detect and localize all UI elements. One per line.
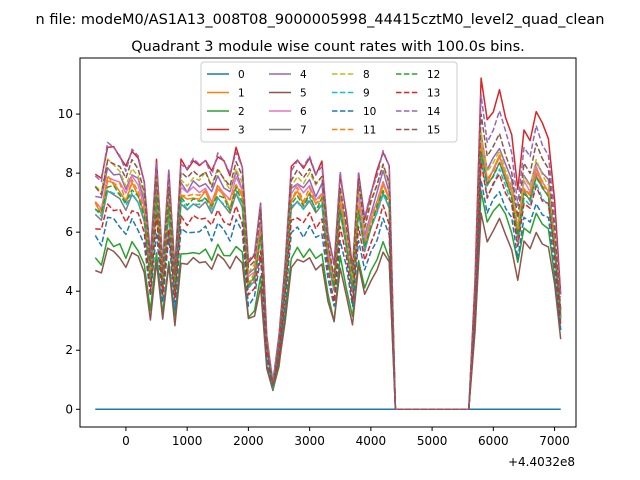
- legend-label: 6: [300, 106, 307, 118]
- legend-label: 7: [300, 125, 307, 137]
- legend-label: 11: [363, 125, 376, 137]
- legend-label: 3: [238, 125, 245, 137]
- x-tick-label: 2000: [233, 434, 264, 448]
- series-line-14: [94, 94, 562, 411]
- series-line-2: [94, 190, 562, 411]
- legend-label: 2: [238, 106, 245, 118]
- y-tick-label: 2: [65, 343, 73, 357]
- series-line-8: [94, 131, 562, 411]
- series-line-10: [94, 179, 562, 411]
- y-tick-label: 10: [58, 107, 73, 121]
- y-tick-label: 4: [65, 284, 73, 298]
- x-offset-label: +4.4032e8: [508, 455, 575, 469]
- x-tick-label: 5000: [417, 434, 448, 448]
- legend-label: 8: [363, 69, 370, 81]
- plot-frame: [79, 57, 577, 428]
- legend-label: 1: [238, 88, 245, 100]
- x-tick-label: 4000: [356, 434, 387, 448]
- x-tick-label: 6000: [478, 434, 509, 448]
- figure-suptitle: n file: modeM0/AS1A13_008T08_9000005998_…: [36, 12, 605, 28]
- series-line-15: [94, 113, 562, 411]
- y-axis: 0 2 4 6 8 10: [58, 107, 80, 416]
- x-tick-label: 7000: [539, 434, 570, 448]
- legend-label: 13: [427, 88, 440, 100]
- x-tick-label: 1000: [172, 434, 203, 448]
- x-axis: 0 1000 2000 3000 4000 5000 6000 7000: [122, 427, 570, 448]
- legend-label: 0: [238, 69, 245, 81]
- chart-title: Quadrant 3 module wise count rates with …: [131, 39, 525, 55]
- legend-label: 4: [300, 69, 307, 81]
- legend-label: 9: [363, 88, 370, 100]
- x-tick-label: 3000: [294, 434, 325, 448]
- plot-area: [94, 77, 562, 411]
- y-tick-label: 8: [65, 166, 73, 180]
- legend-label: 15: [427, 125, 440, 137]
- series-line-9: [94, 156, 562, 411]
- legend-label: 5: [300, 88, 307, 100]
- series-line-13: [95, 161, 562, 411]
- y-tick-label: 6: [65, 225, 73, 239]
- x-tick-label: 0: [122, 434, 130, 448]
- series-line-12: [94, 151, 562, 411]
- series-line-5: [95, 212, 562, 411]
- legend-box: [200, 61, 458, 143]
- y-tick-label: 0: [65, 402, 73, 416]
- legend-label: 12: [427, 69, 440, 81]
- legend-label: 14: [427, 106, 441, 118]
- legend-label: 10: [363, 106, 376, 118]
